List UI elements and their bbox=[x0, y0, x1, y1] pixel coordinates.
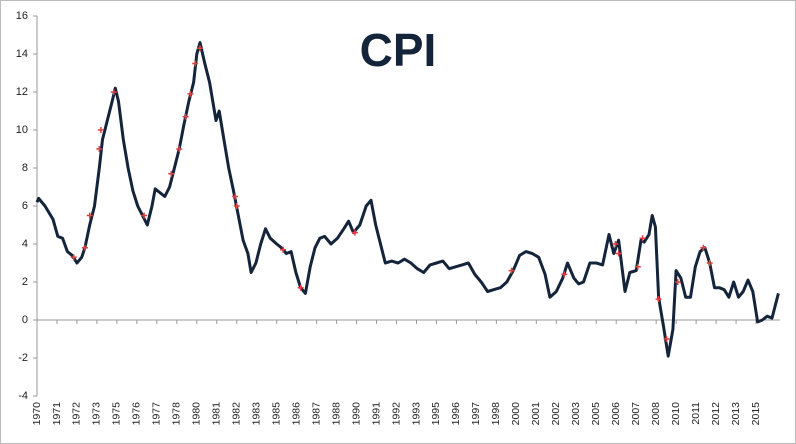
marker bbox=[86, 212, 93, 219]
x-tick-label: 1978 bbox=[171, 402, 183, 426]
x-tick-label: 1988 bbox=[330, 402, 342, 426]
y-tick-label: -4 bbox=[18, 390, 28, 402]
x-tick-label: 1977 bbox=[151, 402, 163, 426]
x-tick-label: 1992 bbox=[390, 402, 402, 426]
cpi-line bbox=[35, 41, 780, 358]
x-tick-label: 2000 bbox=[510, 402, 522, 426]
x-tick-label: 1971 bbox=[51, 402, 63, 426]
x-tick-label: 2011 bbox=[690, 402, 702, 425]
y-tick-label: 16 bbox=[16, 10, 28, 22]
x-tick-label: 2008 bbox=[650, 402, 662, 426]
x-tick-label: 1972 bbox=[71, 402, 83, 426]
marker bbox=[70, 254, 77, 261]
x-tick-label: 1981 bbox=[211, 402, 223, 426]
marker bbox=[674, 279, 681, 285]
marker bbox=[97, 127, 104, 133]
x-tick-label: 1993 bbox=[410, 402, 422, 426]
marker bbox=[655, 296, 662, 303]
x-tick-label: 1991 bbox=[370, 402, 382, 426]
chart-title: CPI bbox=[360, 24, 437, 76]
marker bbox=[639, 235, 646, 242]
x-tick-label: 2005 bbox=[590, 402, 602, 426]
marker bbox=[96, 146, 103, 152]
x-tick-label: 1976 bbox=[131, 402, 143, 426]
marker bbox=[176, 146, 183, 152]
x-tick-label: 1973 bbox=[91, 402, 103, 426]
y-tick-label: -2 bbox=[18, 352, 28, 364]
x-tick-label: 1980 bbox=[191, 402, 203, 426]
marker bbox=[280, 246, 287, 253]
x-tick-label: 1986 bbox=[290, 402, 302, 426]
x-tick-label: 2006 bbox=[610, 402, 622, 426]
marker bbox=[700, 244, 707, 251]
x-tick-label: 1975 bbox=[111, 402, 123, 426]
marker bbox=[706, 260, 713, 266]
marker bbox=[615, 250, 622, 257]
x-tick-label: 1983 bbox=[250, 402, 262, 426]
x-tick-label: 1995 bbox=[430, 402, 442, 426]
x-tick-label: 1990 bbox=[350, 402, 362, 426]
marker bbox=[612, 241, 619, 247]
marker bbox=[192, 60, 199, 67]
x-tick-label: 2012 bbox=[710, 402, 722, 426]
marker bbox=[233, 203, 240, 209]
x-tick-label: 2001 bbox=[530, 402, 542, 426]
marker bbox=[561, 271, 568, 278]
marker bbox=[182, 113, 189, 120]
marker bbox=[351, 229, 358, 236]
x-tick-label: 2013 bbox=[730, 402, 742, 426]
marker bbox=[168, 170, 175, 177]
x-tick-label: 1970 bbox=[31, 402, 43, 426]
x-tick-label: 2007 bbox=[630, 402, 642, 426]
marker bbox=[81, 244, 88, 251]
y-tick-label: 2 bbox=[22, 276, 28, 288]
marker bbox=[663, 336, 670, 342]
y-tick-label: 10 bbox=[16, 124, 28, 136]
x-tick-label: 1985 bbox=[270, 402, 282, 426]
x-tick-label: 1982 bbox=[231, 402, 243, 426]
x-tick-label: 2002 bbox=[550, 402, 562, 426]
marker bbox=[141, 212, 148, 219]
y-tick-label: 0 bbox=[22, 314, 28, 326]
marker bbox=[297, 284, 304, 291]
x-tick-label: 2003 bbox=[570, 402, 582, 426]
y-tick-label: 12 bbox=[16, 86, 28, 98]
marker bbox=[508, 267, 515, 274]
x-tick-label: 2015 bbox=[750, 402, 762, 426]
marker bbox=[196, 45, 203, 52]
marker bbox=[110, 89, 117, 95]
marker bbox=[634, 263, 641, 270]
marker bbox=[232, 193, 239, 200]
y-tick-label: 6 bbox=[22, 200, 28, 212]
x-tick-label: 1997 bbox=[470, 402, 482, 426]
x-tick-label: 2010 bbox=[670, 402, 682, 426]
x-tick-label: 1998 bbox=[490, 402, 502, 426]
y-tick-label: 8 bbox=[22, 162, 28, 174]
x-tick-label: 1996 bbox=[450, 402, 462, 426]
y-tick-label: 14 bbox=[16, 48, 28, 60]
y-tick-label: 4 bbox=[22, 238, 28, 250]
x-tick-label: 1987 bbox=[310, 402, 322, 426]
marker bbox=[187, 90, 194, 97]
